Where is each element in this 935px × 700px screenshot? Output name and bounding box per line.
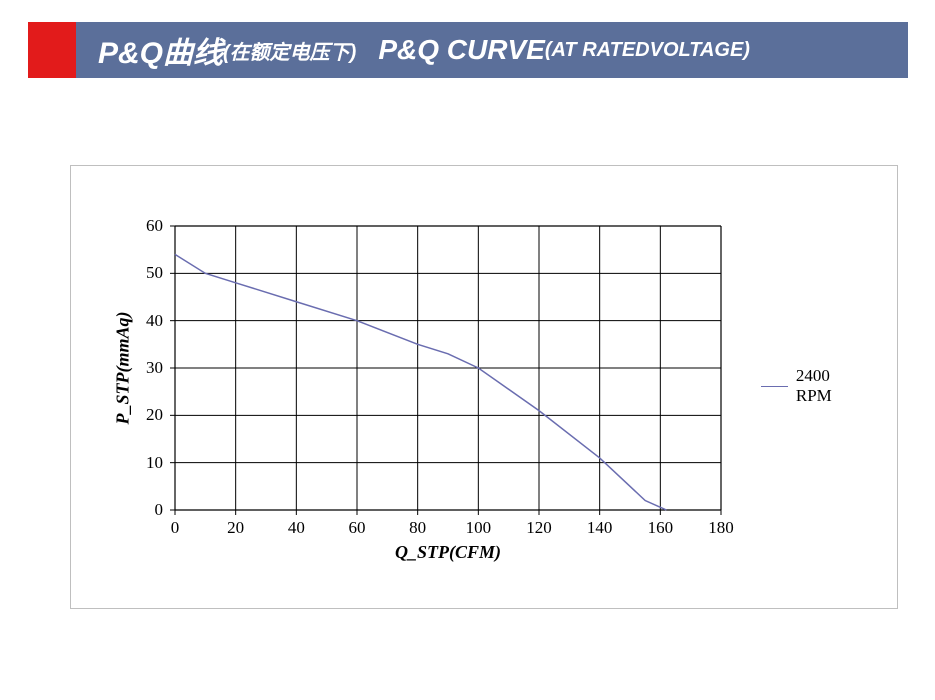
- y-tick-label: 20: [146, 405, 163, 425]
- x-tick-label: 100: [466, 518, 492, 538]
- y-tick-label: 50: [146, 263, 163, 283]
- legend: 2400 RPM: [761, 366, 867, 406]
- title-en-main: P&Q CURVE: [378, 34, 544, 66]
- x-tick-label: 60: [349, 518, 366, 538]
- title-cn-main: P&Q曲线: [98, 28, 223, 72]
- legend-label: 2400 RPM: [796, 366, 867, 406]
- x-tick-label: 160: [648, 518, 674, 538]
- x-tick-label: 80: [409, 518, 426, 538]
- y-tick-label: 40: [146, 311, 163, 331]
- title-en-sub: (AT RATEDVOLTAGE): [545, 39, 750, 62]
- legend-line-icon: [761, 386, 788, 387]
- y-tick-label: 30: [146, 358, 163, 378]
- chart-container: P_STP(mmAq) 0 20 40 60 80 100 120 140 160 180 0 10 2…: [70, 165, 898, 609]
- y-tick-label: 10: [146, 453, 163, 473]
- series-line: [175, 254, 666, 510]
- title-header: P&Q曲线 (在额定电压下) P&Q CURVE (AT RATEDVOLTAG…: [28, 22, 908, 78]
- x-tick-label: 0: [171, 518, 180, 538]
- y-tick-label: 0: [155, 500, 164, 520]
- y-axis-label: P_STP(mmAq): [113, 312, 134, 425]
- x-tick-label: 140: [587, 518, 613, 538]
- x-tick-label: 180: [708, 518, 734, 538]
- chart-inner: P_STP(mmAq) 0 20 40 60 80 100 120 140 160 180 0 10 2…: [101, 196, 867, 578]
- header-blue-block: P&Q曲线 (在额定电压下) P&Q CURVE (AT RATEDVOLTAG…: [76, 22, 908, 78]
- x-tick-label: 120: [526, 518, 552, 538]
- y-tick-label: 60: [146, 216, 163, 236]
- header-red-block: [28, 22, 76, 78]
- x-tick-label: 40: [288, 518, 305, 538]
- x-tick-label: 20: [227, 518, 244, 538]
- title-cn-sub: (在额定电压下): [223, 36, 356, 65]
- x-axis-label: Q_STP(CFM): [395, 542, 501, 588]
